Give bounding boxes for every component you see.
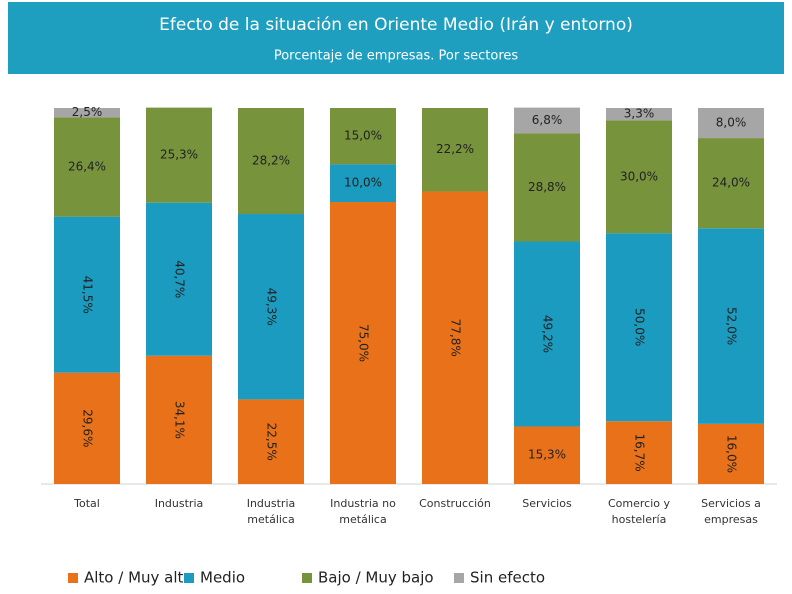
bar-segment (606, 108, 672, 121)
chart-title: Efecto de la situación en Oriente Medio … (159, 15, 633, 35)
bar-segment (514, 107, 580, 134)
bar-segment (514, 133, 580, 242)
legend-label: Medio (200, 569, 245, 587)
bar-segment (698, 138, 764, 229)
value-label: 28,2% (252, 154, 290, 168)
value-label: 49,2% (541, 315, 555, 353)
legend-label: Sin efecto (470, 569, 545, 587)
header-band (8, 2, 784, 74)
value-label: 50,0% (633, 308, 647, 346)
value-label: 49,3% (265, 288, 279, 326)
value-label: 26,4% (68, 160, 106, 174)
value-label: 15,3% (528, 448, 566, 462)
bar-segment (146, 107, 212, 203)
value-label: 52,0% (725, 307, 739, 345)
bar-segment (514, 241, 580, 427)
value-label: 8,0% (716, 116, 747, 130)
value-label: 6,8% (532, 113, 563, 127)
bar-segment (238, 214, 304, 400)
x-tick-label: Servicios a empresas (701, 497, 761, 526)
bar-segment (238, 399, 304, 484)
bar-segment (330, 108, 396, 165)
bar-segment (422, 191, 488, 485)
legend-label: Bajo / Muy bajo (318, 569, 434, 587)
value-label: 15,0% (344, 129, 382, 143)
legend-swatch (302, 573, 312, 583)
value-label: 29,6% (81, 409, 95, 447)
value-label: 2,5% (72, 105, 103, 119)
x-tick-label: Comercio y hostelería (607, 497, 670, 526)
value-label: 77,8% (449, 319, 463, 357)
bar-segment (606, 233, 672, 422)
bar-segment (698, 228, 764, 424)
value-label: 41,5% (81, 276, 95, 314)
chart-subtitle: Porcentaje de empresas. Por sectores (274, 49, 519, 64)
bar-segment (54, 216, 120, 373)
bar-segment (146, 355, 212, 484)
bar-segment (238, 108, 304, 215)
bar-segment (54, 117, 120, 217)
x-tick-label: Construcción (419, 497, 491, 510)
bar-segment (514, 426, 580, 484)
bar-segment (606, 120, 672, 234)
value-label: 16,7% (633, 434, 647, 472)
x-tick-label: Industria no metálica (330, 497, 396, 526)
x-tick-label: Industria (154, 497, 204, 510)
bar-segment (606, 421, 672, 484)
legend-swatch (454, 573, 464, 583)
value-label: 16,0% (725, 435, 739, 473)
value-label: 40,7% (173, 260, 187, 298)
value-label: 34,1% (173, 401, 187, 439)
legend-swatch (184, 573, 194, 583)
bar-segment (422, 108, 488, 192)
legend-swatch (68, 573, 78, 583)
value-label: 25,3% (160, 148, 198, 162)
x-tick-label: Total (74, 497, 100, 510)
value-label: 3,3% (624, 107, 655, 121)
x-tick-label: Servicios (522, 497, 572, 510)
bar-segment (330, 202, 396, 484)
legend-label: Alto / Muy alto (84, 569, 193, 587)
value-label: 24,0% (712, 176, 750, 190)
value-label: 22,2% (436, 142, 474, 156)
bar-segment (54, 372, 120, 484)
bar-segment (330, 164, 396, 202)
value-label: 10,0% (344, 176, 382, 190)
bar-segment (698, 108, 764, 139)
value-label: 22,5% (265, 423, 279, 461)
value-label: 30,0% (620, 169, 658, 183)
bar-segment (698, 423, 764, 484)
bar-segment (146, 202, 212, 356)
bar-segment (54, 108, 120, 118)
value-label: 28,8% (528, 180, 566, 194)
value-label: 75,0% (357, 324, 371, 362)
x-tick-label: Industria metálica (246, 497, 296, 526)
